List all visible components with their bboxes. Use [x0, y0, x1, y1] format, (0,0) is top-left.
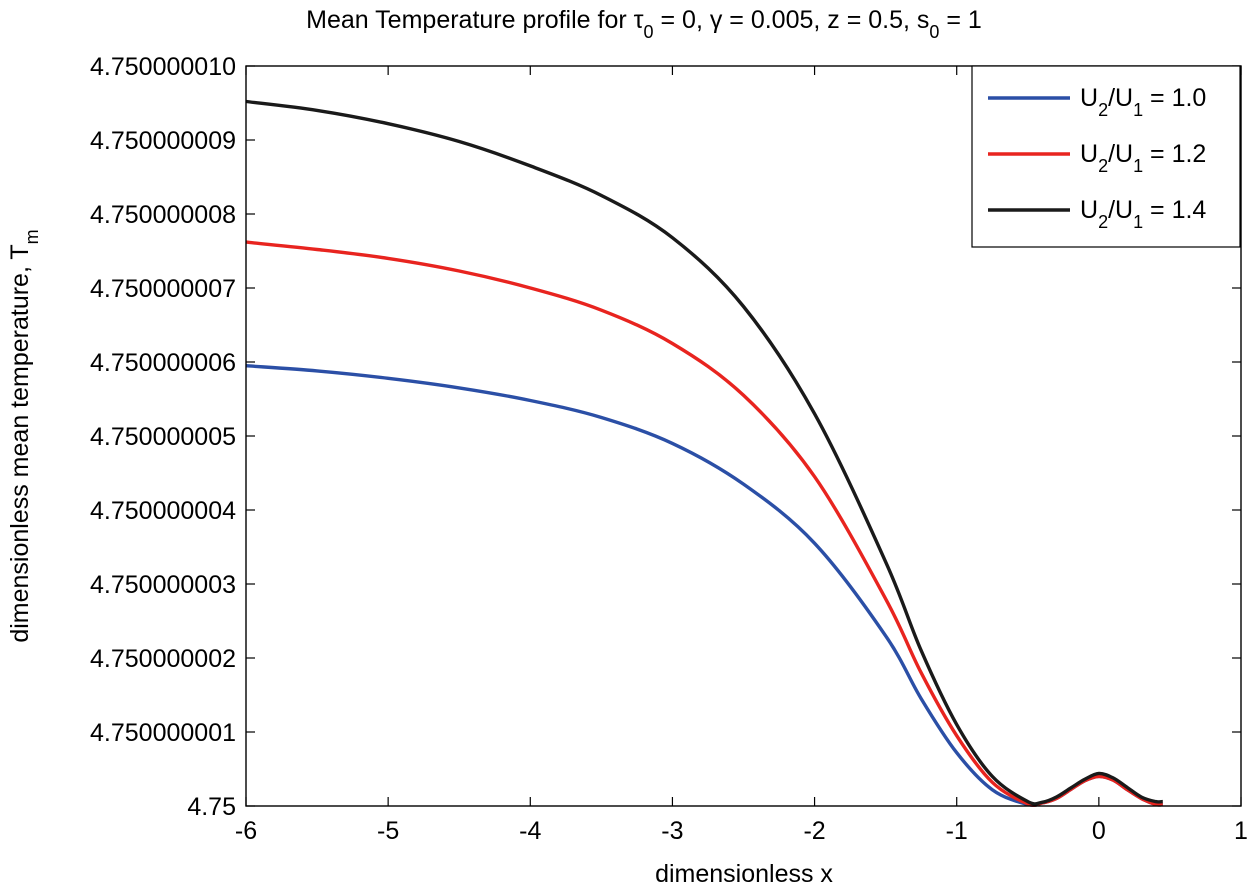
title-subscript: 0	[644, 22, 654, 42]
x-tick-label: -4	[519, 817, 541, 845]
title-text-part: = 1	[939, 6, 981, 34]
x-tick-labels: -6 -5 -4 -3 -2 -1 0 1	[235, 817, 1248, 845]
legend-subscript: 1	[1133, 156, 1143, 176]
y-axis-label-text: dimensionless mean temperature, T	[6, 244, 34, 642]
title-text-part: τ	[634, 6, 644, 34]
y-axis-label-subscript: m	[22, 229, 42, 244]
x-tick-label: -5	[377, 817, 399, 845]
legend-text-part: /U	[1108, 196, 1133, 224]
legend-subscript: 1	[1133, 100, 1143, 120]
legend: U2/U1 = 1.0U2/U1 = 1.2U2/U1 = 1.4	[971, 65, 1241, 248]
title-text-prefix: Mean Temperature profile for	[306, 6, 633, 34]
x-tick-label: -3	[661, 817, 683, 845]
legend-text-part: = 1.0	[1143, 84, 1206, 112]
series-line-3	[245, 99, 1163, 806]
series-layer	[245, 99, 1163, 808]
x-axis-label: dimensionless x	[655, 860, 833, 888]
legend-text-part: U	[1080, 84, 1098, 112]
legend-text-part: U	[1080, 196, 1098, 224]
y-tick-label: 4.750000001	[90, 719, 236, 747]
y-axis-label: dimensionless mean temperature, Tm	[6, 229, 42, 642]
title-text-part: = 0, γ = 0.005, z = 0.5, s	[654, 6, 930, 34]
legend-text-part: /U	[1108, 140, 1133, 168]
chart-title: Mean Temperature profile for τ0 = 0, γ =…	[306, 6, 982, 42]
legend-text-part: U	[1080, 140, 1098, 168]
legend-subscript: 2	[1098, 156, 1108, 176]
legend-box	[971, 65, 1241, 248]
legend-subscript: 2	[1098, 100, 1108, 120]
y-tick-label: 4.750000005	[90, 423, 236, 451]
y-tick-label: 4.750000004	[90, 497, 236, 525]
y-tick-label: 4.750000007	[90, 275, 236, 303]
y-tick-label: 4.750000006	[90, 349, 236, 377]
x-tick-label: -1	[946, 817, 968, 845]
y-tick-label: 4.750000009	[90, 127, 236, 155]
title-subscript: 0	[929, 22, 939, 42]
x-tick-label: 0	[1092, 817, 1106, 845]
x-tick-label: -6	[235, 817, 257, 845]
x-tick-label: 1	[1234, 817, 1248, 845]
series-line-2	[245, 240, 1163, 807]
y-tick-label: 4.750000002	[90, 645, 236, 673]
legend-text-part: = 1.4	[1143, 196, 1206, 224]
y-tick-label: 4.75	[187, 793, 236, 821]
legend-text-part: = 1.2	[1143, 140, 1206, 168]
legend-entry-2: U2/U1 = 1.2	[1080, 140, 1206, 176]
x-tick-label: -2	[803, 817, 825, 845]
legend-subscript: 2	[1098, 212, 1108, 232]
legend-subscript: 1	[1133, 212, 1143, 232]
legend-entry-3: U2/U1 = 1.4	[1080, 196, 1206, 232]
y-tick-label: 4.750000010	[90, 53, 236, 81]
legend-text-part: /U	[1108, 84, 1133, 112]
y-tick-label: 4.750000008	[90, 201, 236, 229]
y-tick-label: 4.750000003	[90, 571, 236, 599]
legend-entry-1: U2/U1 = 1.0	[1080, 84, 1206, 120]
y-tick-labels: 4.75 4.750000001 4.750000002 4.750000003 4.7…	[90, 53, 236, 821]
